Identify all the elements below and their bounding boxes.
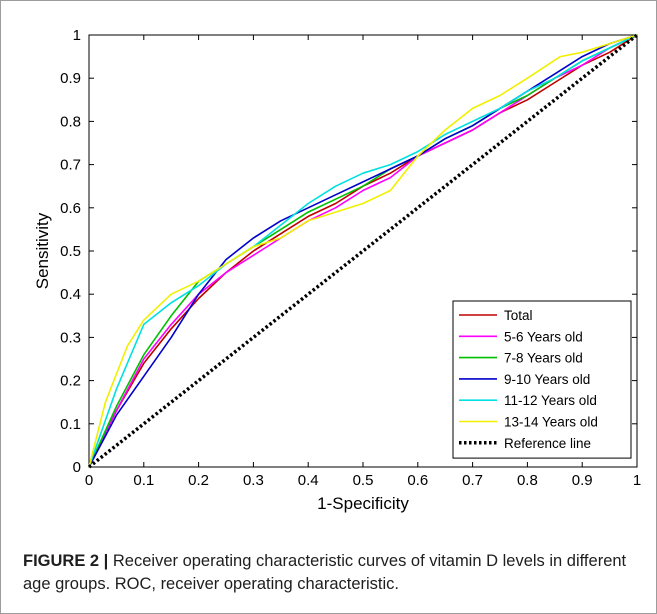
caption-text: Receiver operating characteristic curves…: [23, 552, 627, 593]
series-line-7-8-years-old: [88, 34, 638, 468]
y-axis: 0 0.1 0.2 0.3 0.4 0.5 0.6 0.7 0.8 0.9 1: [60, 27, 637, 476]
legend-label: 11-12 Years old: [504, 393, 597, 408]
x-tick-label: 0.3: [243, 472, 264, 489]
y-tick-label: 0.1: [60, 416, 81, 433]
y-tick-label: 1: [73, 27, 81, 44]
roc-chart: 0 0.1 0.2 0.3 0.4 0.5 0.6 0.7 0.8 0.9 1 0 0.1 0.2 0.3…: [33, 27, 641, 513]
x-axis: 0 0.1 0.2 0.3 0.4 0.5 0.6 0.7 0.8 0.9 1: [85, 35, 641, 489]
figure-caption: FIGURE 2 | Receiver operating characteri…: [23, 550, 643, 596]
y-tick-label: 0.3: [60, 329, 81, 346]
y-tick-label: 0.6: [60, 200, 81, 217]
x-tick-label: 0: [85, 472, 93, 489]
series-line-13-14-years-old: [88, 34, 638, 468]
legend-label: 5-6 Years old: [504, 329, 583, 344]
series-line-reference-line: [87, 33, 639, 469]
legend-label: 7-8 Years old: [504, 351, 583, 366]
y-tick-label: 0.2: [60, 373, 81, 390]
y-tick-label: 0: [73, 459, 81, 476]
legend: Total 5-6 Years old 7-8 Years old 9-10 Year…: [452, 300, 632, 459]
x-tick-label: 0.6: [407, 472, 428, 489]
legend-label: Reference line: [504, 436, 591, 451]
legend-label: 13-14 Years old: [504, 415, 598, 430]
y-tick-label: 0.9: [60, 70, 81, 87]
y-axis-label: Sensitivity: [33, 212, 52, 289]
legend-label: 9-10 Years old: [504, 372, 590, 387]
y-tick-label: 0.4: [60, 286, 81, 303]
x-tick-label: 0.2: [188, 472, 209, 489]
x-tick-label: 0.4: [298, 472, 319, 489]
x-tick-label: 1: [633, 472, 641, 489]
x-tick-label: 0.5: [353, 472, 374, 489]
series-lines: [87, 33, 639, 469]
series-line-9-10-years-old: [88, 34, 638, 468]
legend-label: Total: [504, 308, 533, 323]
x-axis-label: 1-Specificity: [317, 494, 409, 513]
figure-label: FIGURE 2 |: [23, 552, 109, 570]
x-tick-label: 0.7: [462, 472, 483, 489]
y-tick-label: 0.7: [60, 157, 81, 174]
y-tick-label: 0.5: [60, 243, 81, 260]
y-tick-label: 0.8: [60, 113, 81, 130]
x-tick-label: 0.9: [572, 472, 593, 489]
series-line-11-12-years-old: [88, 34, 638, 468]
x-tick-label: 0.1: [133, 472, 154, 489]
x-tick-label: 0.8: [517, 472, 538, 489]
